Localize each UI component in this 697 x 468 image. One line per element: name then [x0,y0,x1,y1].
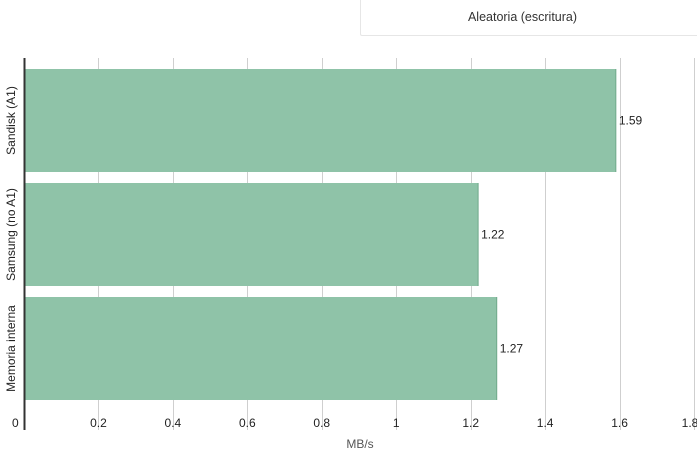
data-label: 1.22 [481,228,505,242]
category-label: Samsung (no A1) [4,188,18,281]
x-tick-label: 0.8 [313,416,330,430]
bar [25,297,497,400]
x-tick-label: 1.4 [537,416,554,430]
x-tick-label: 1.6 [611,416,628,430]
bar [25,69,616,172]
category-label: Sandisk (A1) [4,86,18,155]
category-label: Memoria interna [4,305,18,392]
category-labels: Sandisk (A1) Samsung (no A1) Memoria inter… [4,86,18,392]
x-tick-label: 1.8 [682,416,697,430]
x-tick-label: 0 [12,416,19,430]
x-tick-label: 0.4 [165,416,182,430]
x-tick-label: 1 [393,416,400,430]
data-label: 1.27 [500,342,524,356]
bar [25,183,479,286]
x-axis-title: MB/s [346,437,373,451]
x-tick-label: 0.2 [90,416,107,430]
x-tick-labels: 0 0.2 0.4 0.6 0.8 1 1.2 1.4 1.6 1.8 [12,416,697,430]
bars [25,69,617,400]
data-label: 1.59 [619,114,643,128]
data-labels: 1.59 1.22 1.27 [481,114,642,356]
x-tick-label: 1.2 [462,416,479,430]
x-tick-label: 0.6 [239,416,256,430]
legend-tab[interactable]: Aleatoria (escritura) [360,0,697,36]
legend-label: Aleatoria (escritura) [467,10,578,24]
